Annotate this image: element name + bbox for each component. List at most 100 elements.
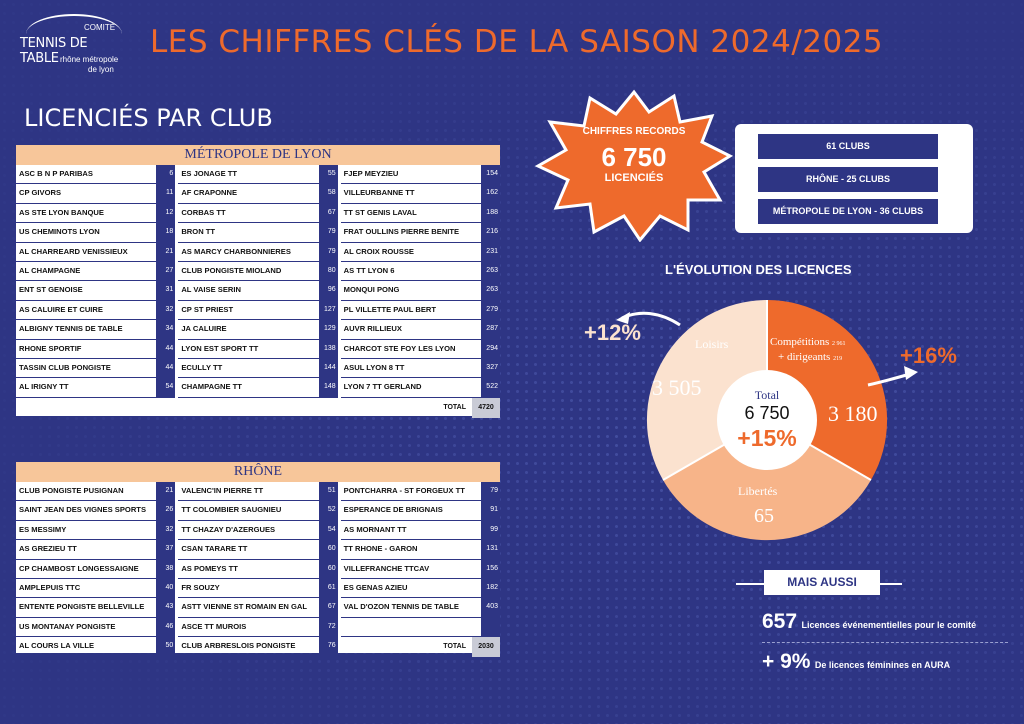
club-name: VILLEFRANCHE TTCAV bbox=[343, 563, 430, 573]
club-count: 58 bbox=[318, 184, 338, 203]
mais-aussi-line-right bbox=[880, 583, 902, 585]
club-name: AL IRIGNY TT bbox=[19, 382, 69, 392]
stat2-text: De licences féminines en AURA bbox=[814, 660, 951, 670]
table-row: AF CRAPONNE 58 bbox=[178, 184, 338, 204]
records-item-clubs: 61 CLUBS bbox=[758, 134, 938, 159]
club-count: 51 bbox=[318, 482, 338, 501]
club-count: 44 bbox=[156, 358, 176, 378]
evolution-title: L'ÉVOLUTION DES LICENCES bbox=[665, 262, 852, 277]
table-row: AS TT LYON 6 263 bbox=[340, 261, 500, 282]
club-name: VALENC'IN PIERRE TT bbox=[181, 486, 264, 495]
club-count: 182 bbox=[480, 578, 500, 598]
records-unit: LICENCIÉS bbox=[604, 172, 664, 184]
table-row: TT RHONE - GARON 131 bbox=[340, 540, 500, 560]
table-row: ECULLY TT 144 bbox=[178, 358, 338, 379]
table-row: AS GREZIEU TT 37 bbox=[16, 540, 176, 560]
loisirs-label: Loisirs bbox=[695, 337, 729, 351]
club-count: 67 bbox=[318, 598, 338, 617]
table-row: AL CHAMPAGNE 27 bbox=[16, 261, 176, 282]
club-name: LYON EST SPORT TT bbox=[181, 343, 259, 353]
table-row: ASUL LYON 8 TT 327 bbox=[340, 358, 500, 379]
loisirs-pct: +12% bbox=[584, 320, 641, 345]
logo-line-2: TENNIS DE TABLE bbox=[20, 36, 88, 66]
table-row: FR SOUZY 61 bbox=[178, 578, 338, 599]
section-title: LICENCIÉS PAR CLUB bbox=[24, 104, 273, 132]
club-count: 21 bbox=[156, 482, 176, 501]
club-name: AS CALUIRE ET CUIRE bbox=[19, 304, 103, 314]
rhone-table-header: RHÔNE bbox=[16, 462, 500, 482]
club-count: 43 bbox=[156, 598, 176, 617]
total-label: Total bbox=[754, 388, 780, 402]
club-name: FJEP MEYZIEU bbox=[343, 169, 399, 178]
club-name: TT RHONE - GARON bbox=[343, 544, 418, 554]
club-name: ESPERANCE DE BRIGNAIS bbox=[343, 505, 443, 515]
club-name: AL COURS LA VILLE bbox=[19, 641, 95, 651]
club-name: BRON TT bbox=[181, 227, 216, 237]
table-row: CLUB ARBRESLOIS PONGISTE 76 bbox=[178, 637, 338, 657]
club-name: ES MESSIMY bbox=[19, 524, 67, 534]
club-name bbox=[341, 618, 481, 636]
table-row: CHARCOT STE FOY LES LYON 294 bbox=[340, 339, 500, 359]
club-name: VILLEURBANNE TT bbox=[343, 188, 415, 198]
dirigeants-sub: 219 bbox=[833, 356, 843, 362]
club-count: 131 bbox=[480, 540, 500, 559]
club-count: 44 bbox=[156, 339, 176, 358]
stat-separator bbox=[762, 642, 1008, 643]
club-name: FR SOUZY bbox=[181, 582, 220, 592]
rhone-total-value: 2030 bbox=[471, 637, 500, 658]
table-row: ENT ST GENOISE 31 bbox=[16, 281, 176, 301]
club-count: 294 bbox=[480, 339, 500, 358]
club-name: AS GREZIEU TT bbox=[19, 544, 77, 554]
lyon-column: FJEP MEYZIEU 154 VILLEURBANNE TT 162 TT ST G… bbox=[340, 165, 500, 398]
club-count: 99 bbox=[480, 520, 500, 540]
stat1-value: 657 bbox=[762, 610, 798, 633]
club-count: 21 bbox=[156, 242, 176, 261]
club-count: 60 bbox=[318, 540, 338, 559]
table-row: CORBAS TT 67 bbox=[178, 203, 338, 224]
club-count: 38 bbox=[156, 559, 176, 578]
page-title: LES CHIFFRES CLÉS DE LA SAISON 2024/2025 bbox=[150, 24, 884, 60]
club-name: ASC B N P PARIBAS bbox=[19, 169, 93, 178]
club-count: 6 bbox=[156, 165, 176, 184]
club-name: SAINT JEAN DES VIGNES SPORTS bbox=[19, 505, 147, 515]
club-count: 34 bbox=[156, 320, 176, 339]
logo-line-3: rhône métropole bbox=[60, 55, 119, 64]
records-item-metropole: MÉTROPOLE DE LYON - 36 CLUBS bbox=[758, 199, 938, 224]
club-count: 31 bbox=[156, 281, 176, 300]
club-count: 403 bbox=[480, 598, 500, 617]
club-name: AL CROIX ROUSSE bbox=[343, 246, 414, 256]
club-name: TASSIN CLUB PONGISTE bbox=[19, 362, 111, 372]
table-row: AL CROIX ROUSSE 231 bbox=[340, 242, 500, 262]
table-row: ES JONAGE TT 55 bbox=[178, 165, 338, 185]
club-name: ASUL LYON 8 TT bbox=[343, 362, 405, 372]
club-count: 216 bbox=[480, 223, 500, 242]
club-name: AL CHAMPAGNE bbox=[19, 265, 81, 275]
club-count: 60 bbox=[318, 559, 338, 578]
table-row: PL VILLETTE PAUL BERT 279 bbox=[340, 300, 500, 321]
club-name: MONQUI PONG bbox=[343, 285, 400, 295]
table-row: CHAMPAGNE TT 148 bbox=[178, 378, 338, 398]
club-name: CHARCOT STE FOY LES LYON bbox=[343, 343, 456, 353]
club-name: CP ST PRIEST bbox=[181, 304, 234, 314]
arrow-left-head bbox=[616, 312, 630, 324]
club-count: 522 bbox=[480, 378, 500, 397]
rhone-table-columns: CLUB PONGISTE PUSIGNAN 21 SAINT JEAN DES V… bbox=[16, 482, 500, 658]
table-row: FRAT OULLINS PIERRE BENITE 216 bbox=[340, 223, 500, 243]
club-name: FRAT OULLINS PIERRE BENITE bbox=[343, 227, 460, 237]
lyon-total-value: 4720 bbox=[472, 397, 500, 418]
club-count: 61 bbox=[318, 578, 338, 598]
table-row: ESPERANCE DE BRIGNAIS 91 bbox=[340, 501, 500, 521]
table-row bbox=[340, 617, 500, 638]
table-row: RHONE SPORTIF 44 bbox=[16, 339, 176, 359]
club-count: 11 bbox=[156, 184, 176, 203]
club-name: RHONE SPORTIF bbox=[19, 343, 82, 353]
club-name: LYON 7 TT GERLAND bbox=[343, 382, 422, 392]
table-row: JA CALUIRE 129 bbox=[178, 320, 338, 340]
club-count: 148 bbox=[318, 378, 338, 397]
total-pct: +15% bbox=[737, 425, 797, 451]
club-name: ENT ST GENOISE bbox=[19, 285, 83, 295]
libertes-label: Libertés bbox=[738, 484, 778, 498]
club-count: 54 bbox=[318, 520, 338, 540]
lyon-total-row: TOTAL 4720 bbox=[16, 397, 500, 418]
club-name: JA CALUIRE bbox=[181, 324, 227, 334]
